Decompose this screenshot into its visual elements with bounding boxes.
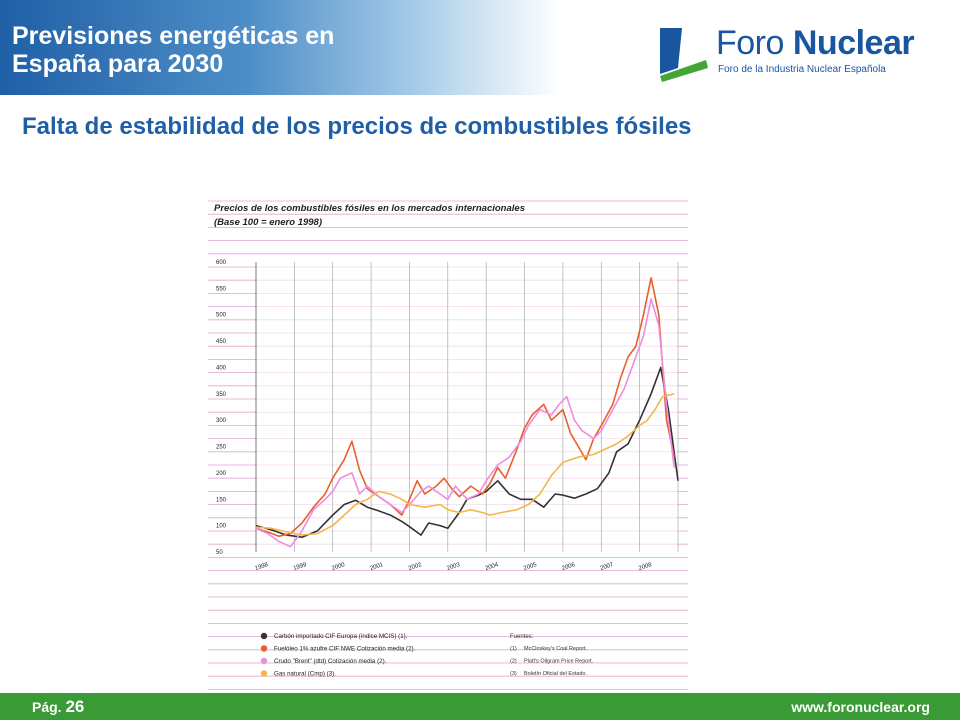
plot-frame — [255, 262, 679, 552]
legend-marker — [260, 645, 268, 652]
legend-label: Gas natural (Cmp) (3). — [274, 671, 336, 678]
x-tick-label: 2000 — [331, 562, 346, 572]
page-number-value: 26 — [65, 697, 85, 716]
page-title: Previsiones energéticas en España para 2… — [12, 22, 334, 78]
chart-sources: Fuentes: (1) McCloskey's Coal Report. (2) P… — [510, 634, 594, 677]
logo-word-nuclear: Nuclear — [792, 24, 915, 62]
source-number: (3) — [510, 671, 517, 677]
page-number: Pág. 26 — [32, 697, 84, 717]
title-line-1: Previsiones energéticas en — [12, 22, 335, 50]
plot-area — [256, 262, 678, 552]
legend-label: Carbón importado CIF Europa (índice MCIS… — [274, 633, 408, 640]
logo-wordmark: Foro Nuclear — [716, 24, 915, 63]
source-text: Boletín Oficial del Estado. — [524, 671, 587, 677]
y-axis-ticks: 50 100 150 200 250 300 350 400 450 500 550 600 — [216, 260, 227, 556]
logo-word-foro: Foro — [716, 24, 784, 62]
legend-marker — [260, 632, 268, 640]
y-tick-label: 150 — [216, 497, 227, 503]
website-link[interactable]: www.foronuclear.org — [791, 699, 930, 715]
chart-series — [255, 277, 679, 548]
logo-subtitle: Foro de la Industria Nuclear Española — [718, 64, 886, 75]
chart-area: Precios de los combustibles fósiles en l… — [208, 190, 688, 690]
legend-label: Crudo "Brent" (dtd) Cotización media (2)… — [274, 658, 387, 665]
x-tick-label: 2003 — [446, 562, 461, 572]
x-tick-label: 2008 — [638, 562, 653, 572]
x-tick-label: 2004 — [485, 562, 500, 572]
y-tick-label: 350 — [216, 392, 227, 398]
x-tick-label: 2001 — [370, 562, 385, 572]
series-line-4 — [255, 393, 675, 536]
header-banner — [0, 0, 560, 95]
x-tick-label: 2007 — [600, 562, 615, 572]
chart-legend: Carbón importado CIF Europa (índice MCIS… — [260, 632, 416, 678]
y-tick-label: 600 — [216, 260, 227, 266]
sources-title: Fuentes: — [510, 634, 534, 640]
x-tick-label: 2002 — [408, 562, 423, 572]
source-number: (1) — [510, 646, 517, 652]
x-tick-label: 1999 — [293, 562, 308, 572]
y-tick-label: 500 — [216, 313, 227, 319]
y-tick-label: 250 — [216, 445, 227, 451]
fuel-price-chart: Precios de los combustibles fósiles en l… — [208, 190, 688, 690]
y-tick-label: 100 — [216, 524, 227, 530]
legend-marker — [260, 657, 268, 665]
source-number: (2) — [510, 659, 517, 665]
page-prefix: Pág. — [32, 699, 62, 715]
y-tick-label: 400 — [216, 365, 227, 371]
foro-nuclear-logo: Foro Nuclear Foro de la Industria Nuclea… — [656, 22, 946, 82]
y-tick-label: 200 — [216, 471, 227, 477]
legend-marker — [260, 670, 268, 677]
x-axis-ticks: 1998 1999 2000 2001 2002 2003 2004 2005 2006 2007… — [254, 562, 653, 572]
source-text: McCloskey's Coal Report. — [524, 646, 588, 652]
legend-label: Fuelóleo 1% azufre CIF NWE Cotización me… — [274, 646, 416, 653]
y-tick-label: 550 — [216, 286, 227, 292]
x-tick-label: 2005 — [523, 562, 538, 572]
series-line-1 — [255, 366, 679, 538]
y-tick-label: 450 — [216, 339, 227, 345]
slide-subtitle: Falta de estabilidad de los precios de c… — [22, 113, 692, 140]
title-line-2: España para 2030 — [12, 50, 224, 78]
header: Previsiones energéticas en España para 2… — [0, 0, 960, 95]
series-line-2 — [255, 277, 675, 537]
footer-bar: Pág. 26 www.foronuclear.org — [0, 693, 960, 720]
y-tick-label: 300 — [216, 418, 227, 424]
chart-title-line-2: (Base 100 = enero 1998) — [214, 217, 322, 228]
chart-title-line-1: Precios de los combustibles fósiles en l… — [214, 203, 525, 214]
logo-mark-icon — [660, 28, 708, 82]
y-tick-label: 50 — [216, 550, 223, 556]
source-text: Platt's Oilgram Price Report. — [524, 659, 594, 665]
x-tick-label: 1998 — [254, 562, 269, 572]
series-line-3 — [255, 298, 675, 548]
x-tick-label: 2006 — [561, 562, 576, 572]
